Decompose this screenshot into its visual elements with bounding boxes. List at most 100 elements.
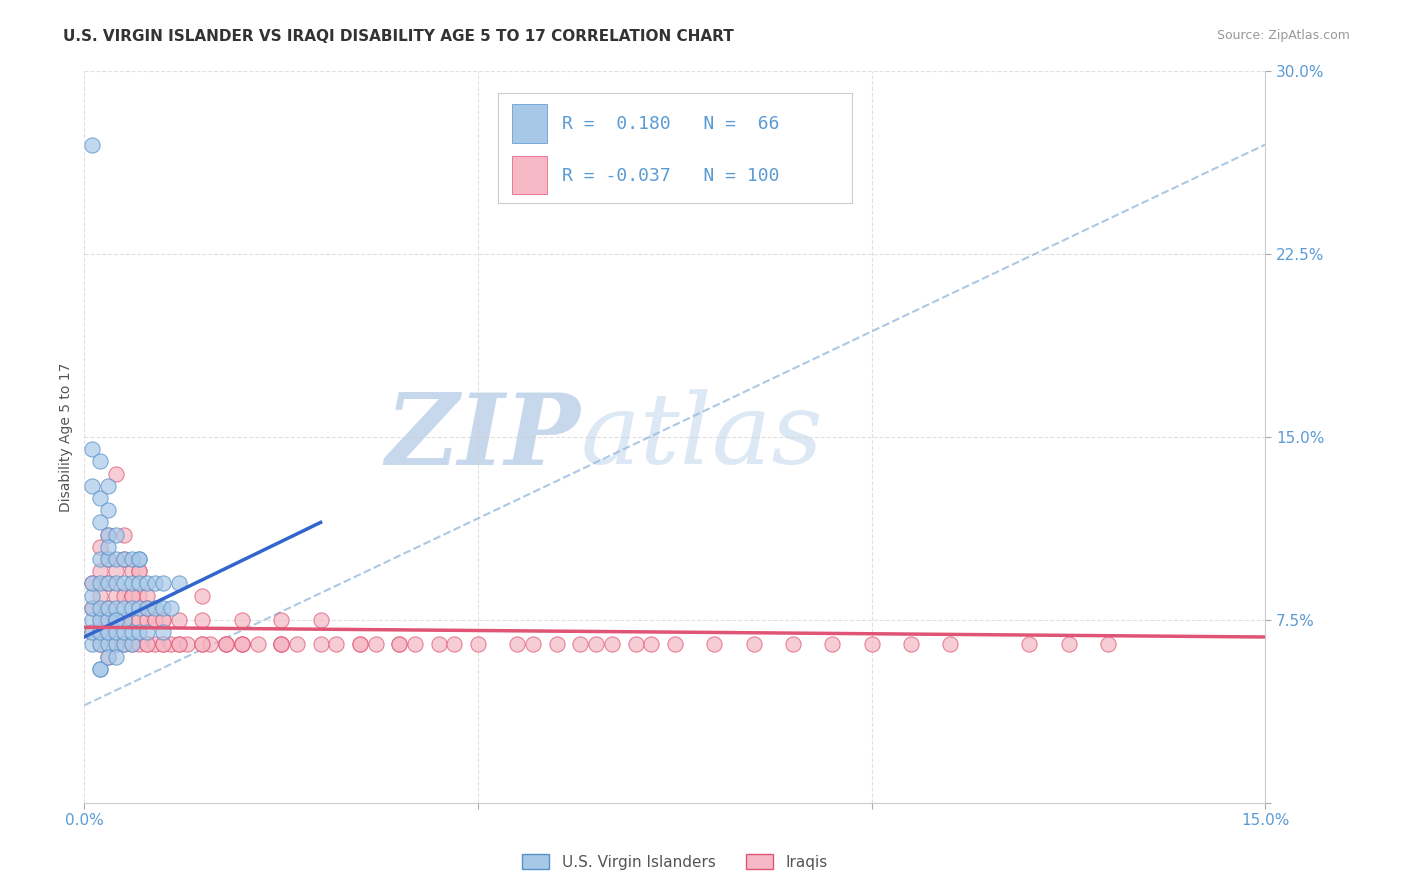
Point (270, 637, 292, 651)
Point (104, 552, 127, 566)
Point (112, 589, 135, 603)
Point (89, 589, 111, 603)
Point (104, 625, 127, 640)
Point (231, 637, 253, 651)
Point (939, 637, 962, 651)
Point (97, 503, 120, 517)
Point (782, 637, 804, 651)
Point (104, 527, 127, 541)
Point (112, 527, 135, 541)
Point (703, 637, 725, 651)
Point (97, 552, 120, 566)
Point (821, 637, 844, 651)
Point (82, 442, 104, 457)
Point (112, 576, 135, 591)
Point (97, 625, 120, 640)
Point (152, 637, 174, 651)
Point (89, 564, 111, 578)
Point (1097, 637, 1119, 651)
Point (89, 625, 111, 640)
Point (82, 600, 104, 615)
Legend: U.S. Virgin Islanders, Iraqis: U.S. Virgin Islanders, Iraqis (516, 847, 834, 876)
Point (121, 600, 143, 615)
Point (167, 576, 190, 591)
Point (569, 637, 592, 651)
Point (89, 540, 111, 554)
Point (215, 637, 238, 651)
Point (270, 637, 292, 651)
Point (309, 637, 332, 651)
Point (900, 637, 922, 651)
Point (104, 576, 127, 591)
Point (325, 637, 347, 651)
Point (104, 564, 127, 578)
Point (443, 637, 465, 651)
Point (82, 479, 104, 493)
Point (664, 637, 686, 651)
Point (427, 637, 450, 651)
Point (104, 467, 127, 481)
Point (112, 637, 135, 651)
Point (231, 637, 253, 651)
Point (349, 637, 371, 651)
Point (167, 637, 190, 651)
Point (128, 552, 150, 566)
Point (82, 576, 104, 591)
Point (97, 479, 120, 493)
Point (97, 625, 120, 640)
Point (191, 613, 214, 627)
Point (467, 637, 489, 651)
Point (231, 613, 253, 627)
Point (121, 576, 143, 591)
Point (112, 637, 135, 651)
Point (104, 613, 127, 627)
Point (191, 637, 214, 651)
Point (231, 637, 253, 651)
Point (152, 600, 174, 615)
Point (160, 600, 183, 615)
Point (121, 589, 143, 603)
Point (128, 552, 150, 566)
Point (1018, 637, 1040, 651)
Point (82, 137, 104, 152)
Point (270, 637, 292, 651)
Point (860, 637, 883, 651)
Point (112, 625, 135, 640)
Point (136, 637, 159, 651)
Point (82, 613, 104, 627)
Point (97, 527, 120, 541)
Point (128, 564, 150, 578)
Point (97, 540, 120, 554)
Point (97, 576, 120, 591)
Text: Source: ZipAtlas.com: Source: ZipAtlas.com (1216, 29, 1350, 42)
Point (160, 637, 183, 651)
Point (152, 613, 174, 627)
Point (112, 552, 135, 566)
Point (388, 637, 411, 651)
Point (152, 637, 174, 651)
Point (285, 637, 308, 651)
Point (349, 637, 371, 651)
Point (121, 637, 143, 651)
Point (167, 637, 190, 651)
Point (1057, 637, 1080, 651)
Point (404, 637, 426, 651)
Point (364, 637, 387, 651)
Point (128, 625, 150, 640)
Point (624, 637, 647, 651)
Point (89, 662, 111, 676)
Point (89, 600, 111, 615)
Point (640, 637, 662, 651)
Point (97, 527, 120, 541)
Point (200, 637, 222, 651)
Point (152, 625, 174, 640)
Point (152, 613, 174, 627)
Point (89, 613, 111, 627)
Point (136, 625, 159, 640)
Point (82, 589, 104, 603)
Point (128, 600, 150, 615)
Point (89, 637, 111, 651)
Text: U.S. VIRGIN ISLANDER VS IRAQI DISABILITY AGE 5 TO 17 CORRELATION CHART: U.S. VIRGIN ISLANDER VS IRAQI DISABILITY… (63, 29, 734, 44)
Point (82, 637, 104, 651)
Point (506, 637, 529, 651)
